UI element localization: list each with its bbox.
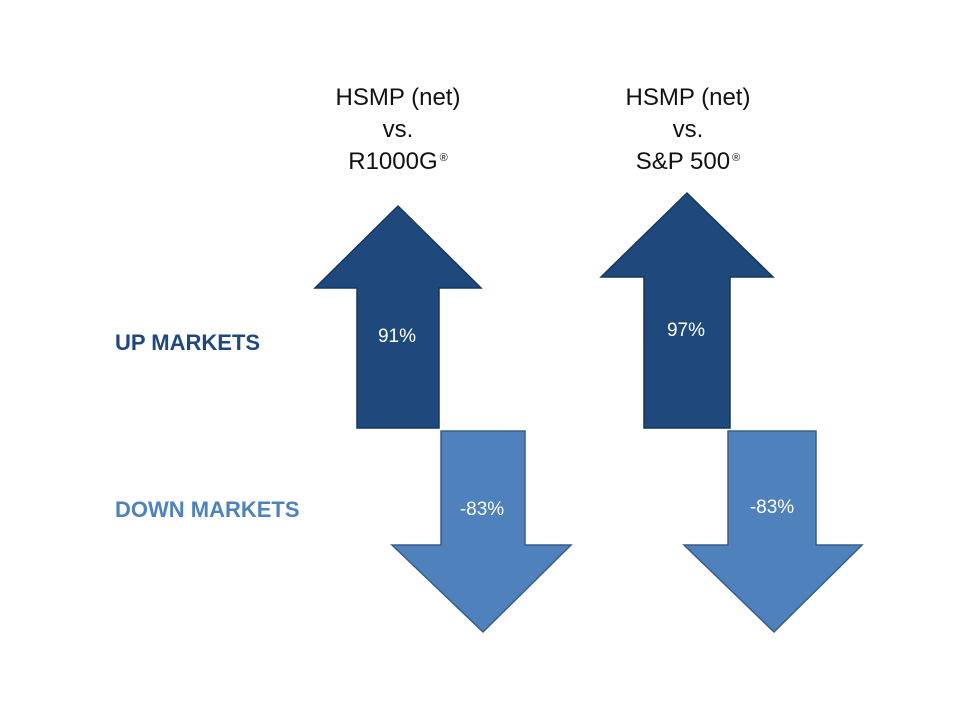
down-arrow-icon (682, 430, 864, 634)
header-fund-name: HSMP (net) (625, 84, 751, 111)
down-arrow-icon (390, 430, 573, 634)
up-capture-value: 97% (666, 320, 706, 341)
registered-mark: ® (732, 152, 741, 164)
benchmark-name: R1000G (348, 148, 438, 175)
registered-mark: ® (439, 152, 448, 164)
header-benchmark: S&P 500 ® (578, 146, 798, 178)
down-capture-value: -83% (749, 497, 795, 518)
up-capture-value: 91% (377, 326, 417, 347)
column-header-r1000g: HSMP (net) vs. R1000G ® (288, 82, 508, 178)
down-capture-value: -83% (459, 499, 505, 520)
header-versus: vs. (672, 116, 704, 143)
benchmark-name: S&P 500 (635, 148, 731, 175)
up-arrow-icon (599, 191, 775, 429)
down-markets-label: DOWN MARKETS (115, 497, 300, 522)
header-fund-name: HSMP (net) (335, 84, 461, 111)
header-benchmark: R1000G ® (288, 146, 508, 178)
up-markets-label: UP MARKETS (115, 330, 261, 355)
up-arrow-icon (313, 204, 483, 429)
column-header-sp500: HSMP (net) vs. S&P 500 ® (578, 82, 798, 178)
header-versus: vs. (382, 116, 414, 143)
